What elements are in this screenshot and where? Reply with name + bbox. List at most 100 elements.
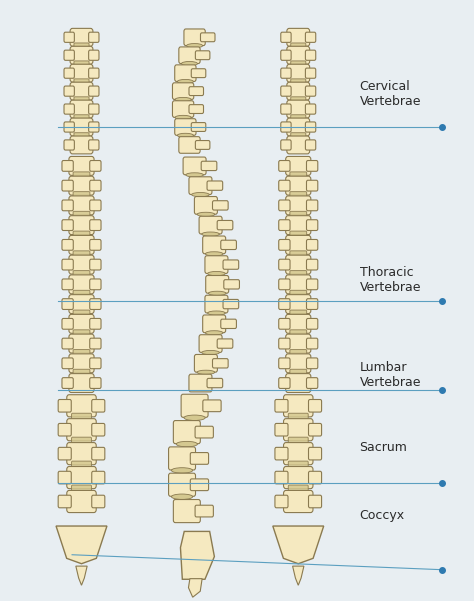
Ellipse shape: [184, 415, 205, 421]
Ellipse shape: [197, 370, 215, 374]
FancyBboxPatch shape: [203, 315, 226, 333]
FancyBboxPatch shape: [279, 299, 290, 310]
FancyBboxPatch shape: [305, 50, 316, 60]
Ellipse shape: [205, 331, 223, 335]
Polygon shape: [56, 526, 107, 564]
FancyBboxPatch shape: [281, 32, 291, 42]
Polygon shape: [189, 579, 202, 597]
FancyBboxPatch shape: [305, 32, 316, 42]
FancyBboxPatch shape: [290, 290, 307, 296]
FancyBboxPatch shape: [223, 299, 239, 309]
FancyBboxPatch shape: [69, 156, 94, 175]
FancyBboxPatch shape: [62, 220, 73, 231]
FancyBboxPatch shape: [207, 379, 223, 388]
FancyBboxPatch shape: [92, 447, 105, 460]
FancyBboxPatch shape: [201, 161, 217, 171]
FancyBboxPatch shape: [305, 68, 316, 78]
FancyBboxPatch shape: [70, 100, 93, 118]
FancyBboxPatch shape: [69, 275, 94, 294]
FancyBboxPatch shape: [290, 270, 307, 276]
FancyBboxPatch shape: [307, 299, 318, 310]
FancyBboxPatch shape: [72, 461, 91, 468]
FancyBboxPatch shape: [58, 400, 71, 412]
FancyBboxPatch shape: [73, 231, 90, 237]
FancyBboxPatch shape: [74, 43, 89, 48]
FancyBboxPatch shape: [62, 180, 73, 191]
FancyBboxPatch shape: [290, 350, 307, 356]
FancyBboxPatch shape: [279, 239, 290, 250]
FancyBboxPatch shape: [74, 115, 89, 120]
FancyBboxPatch shape: [169, 473, 195, 496]
FancyBboxPatch shape: [90, 377, 101, 388]
FancyBboxPatch shape: [90, 338, 101, 349]
FancyBboxPatch shape: [190, 479, 209, 490]
FancyBboxPatch shape: [307, 160, 318, 171]
FancyBboxPatch shape: [279, 319, 290, 329]
FancyBboxPatch shape: [73, 310, 90, 316]
FancyBboxPatch shape: [309, 447, 321, 460]
FancyBboxPatch shape: [309, 495, 321, 508]
FancyBboxPatch shape: [286, 374, 311, 392]
Ellipse shape: [175, 97, 191, 102]
FancyBboxPatch shape: [217, 221, 233, 230]
FancyBboxPatch shape: [73, 350, 90, 356]
FancyBboxPatch shape: [90, 358, 101, 368]
FancyBboxPatch shape: [212, 201, 228, 210]
FancyBboxPatch shape: [173, 101, 194, 117]
FancyBboxPatch shape: [286, 156, 311, 175]
FancyBboxPatch shape: [89, 50, 99, 60]
FancyBboxPatch shape: [286, 314, 311, 334]
FancyBboxPatch shape: [290, 310, 307, 316]
FancyBboxPatch shape: [305, 86, 316, 96]
Ellipse shape: [172, 494, 192, 499]
Ellipse shape: [187, 43, 202, 47]
FancyBboxPatch shape: [281, 50, 291, 60]
FancyBboxPatch shape: [89, 104, 99, 114]
FancyBboxPatch shape: [67, 442, 96, 465]
Polygon shape: [273, 526, 324, 564]
Text: Lumbar
Vertebrae: Lumbar Vertebrae: [359, 361, 421, 389]
FancyBboxPatch shape: [179, 136, 200, 153]
FancyBboxPatch shape: [305, 104, 316, 114]
FancyBboxPatch shape: [179, 47, 200, 64]
FancyBboxPatch shape: [279, 377, 290, 388]
FancyBboxPatch shape: [69, 294, 94, 314]
FancyBboxPatch shape: [73, 212, 90, 218]
FancyBboxPatch shape: [90, 180, 101, 191]
FancyBboxPatch shape: [89, 122, 99, 132]
FancyBboxPatch shape: [195, 426, 213, 438]
FancyBboxPatch shape: [286, 236, 311, 254]
FancyBboxPatch shape: [58, 424, 71, 436]
FancyBboxPatch shape: [223, 260, 239, 269]
FancyBboxPatch shape: [195, 51, 210, 59]
FancyBboxPatch shape: [67, 395, 96, 417]
FancyBboxPatch shape: [291, 133, 306, 138]
FancyBboxPatch shape: [74, 79, 89, 84]
FancyBboxPatch shape: [173, 83, 194, 99]
Ellipse shape: [182, 61, 198, 66]
FancyBboxPatch shape: [67, 419, 96, 441]
FancyBboxPatch shape: [287, 64, 310, 82]
Polygon shape: [292, 566, 304, 585]
Text: Cervical
Vertebrae: Cervical Vertebrae: [359, 80, 421, 108]
Ellipse shape: [175, 115, 191, 120]
FancyBboxPatch shape: [92, 400, 105, 412]
FancyBboxPatch shape: [290, 192, 307, 198]
FancyBboxPatch shape: [309, 400, 321, 412]
FancyBboxPatch shape: [286, 354, 311, 373]
FancyBboxPatch shape: [64, 50, 74, 60]
Polygon shape: [181, 531, 214, 579]
FancyBboxPatch shape: [291, 43, 306, 48]
FancyBboxPatch shape: [67, 466, 96, 489]
FancyBboxPatch shape: [305, 122, 316, 132]
FancyBboxPatch shape: [287, 136, 310, 154]
Ellipse shape: [177, 79, 193, 84]
FancyBboxPatch shape: [64, 86, 74, 96]
Ellipse shape: [197, 212, 215, 216]
FancyBboxPatch shape: [175, 119, 196, 135]
Ellipse shape: [208, 311, 225, 315]
FancyBboxPatch shape: [190, 453, 209, 465]
FancyBboxPatch shape: [62, 338, 73, 349]
FancyBboxPatch shape: [72, 485, 91, 492]
FancyBboxPatch shape: [212, 359, 228, 368]
